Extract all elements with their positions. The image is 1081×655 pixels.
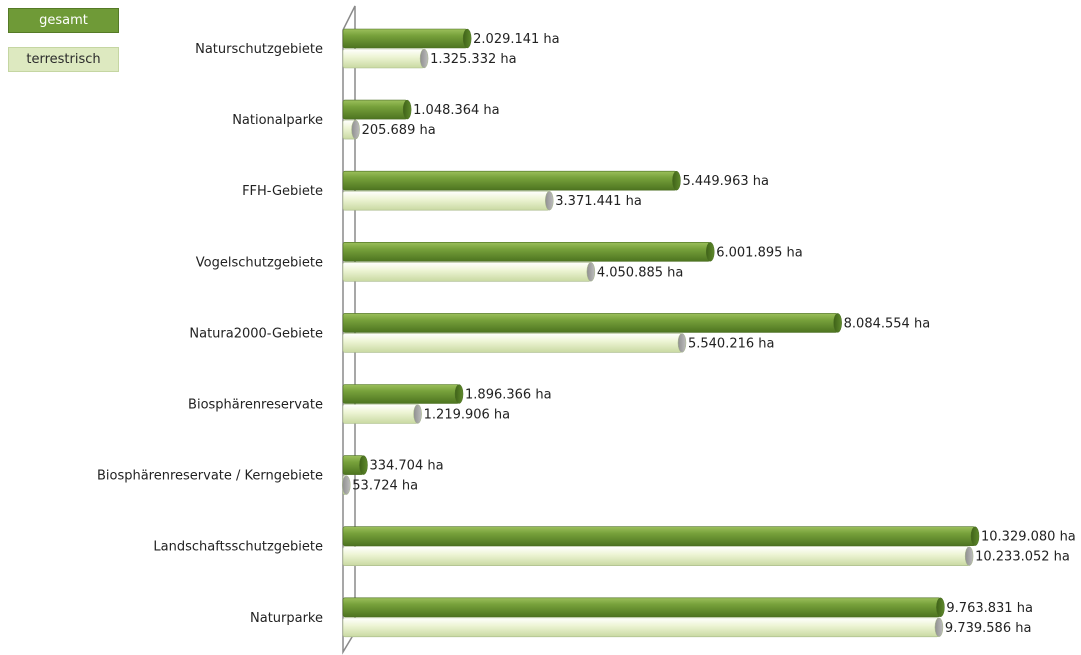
bar-gesamt [342,526,980,547]
data-label: 1.048.364 ha [413,103,500,118]
bar-terrestrisch [342,404,422,424]
bar-terrestrisch [342,190,554,211]
data-label: 53.724 ha [352,479,418,494]
bar-gesamt [342,28,472,49]
legend-item-terrestrisch: terrestrisch [8,47,119,72]
category-label: Vogelschutzgebiete [196,255,323,270]
bar-terrestrisch [342,48,429,69]
data-label: 5.449.963 ha [682,174,769,189]
category-label: Naturschutzgebiete [195,42,323,57]
bar-gesamt [342,313,842,333]
category-label: Biosphärenreservate [188,398,323,413]
bar-gesamt [342,597,945,618]
bar-gesamt [342,170,681,191]
legend-item-gesamt: gesamt [8,8,119,33]
data-label: 2.029.141 ha [473,32,560,47]
bar-gesamt [342,455,368,475]
category-label: FFH-Gebiete [242,184,323,199]
bar-gesamt [342,99,412,120]
bar-terrestrisch [342,617,944,638]
bar-gesamt [342,384,464,404]
bar-terrestrisch [342,546,974,567]
category-label: Nationalparke [232,113,323,128]
category-label: Biosphärenreservate / Kerngebiete [97,469,323,484]
data-label: 205.689 ha [362,123,436,138]
data-label: 1.219.906 ha [424,408,511,423]
bar-terrestrisch [342,261,596,282]
data-label: 1.325.332 ha [430,52,517,67]
category-label: Naturparke [250,611,323,626]
data-label: 8.084.554 ha [844,316,931,331]
data-label: 334.704 ha [369,459,443,474]
data-label: 10.329.080 ha [981,530,1076,545]
data-label: 9.763.831 ha [946,601,1033,616]
data-label: 5.540.216 ha [688,336,775,351]
data-label: 6.001.895 ha [716,245,803,260]
bar-gesamt [342,242,715,262]
bar-terrestrisch [342,333,687,353]
data-label: 3.371.441 ha [555,194,642,209]
bar-terrestrisch [342,475,351,495]
bar-terrestrisch [342,119,360,140]
data-label: 10.233.052 ha [975,550,1070,565]
data-label: 9.739.586 ha [945,621,1031,636]
data-label: 1.896.366 ha [465,388,552,403]
category-label: Landschaftsschutzgebiete [153,540,323,555]
data-label: 4.050.885 ha [597,265,684,280]
category-label: Natura2000-Gebiete [189,326,323,341]
